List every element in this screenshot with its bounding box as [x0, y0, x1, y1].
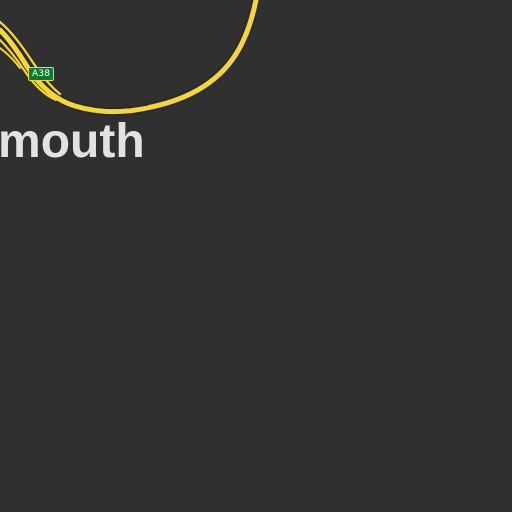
road-a38-slip-1: [0, 20, 62, 96]
place-label: Plymouth: [0, 115, 145, 168]
road-a38-slip-2: [0, 38, 58, 102]
road-a38-casing: [0, 0, 261, 117]
road-number-shield: A38: [28, 67, 55, 81]
road-a38-slip-3: [0, 47, 21, 69]
road-a38: [0, 0, 259, 115]
road-junction-divider: [127, 104, 149, 109]
